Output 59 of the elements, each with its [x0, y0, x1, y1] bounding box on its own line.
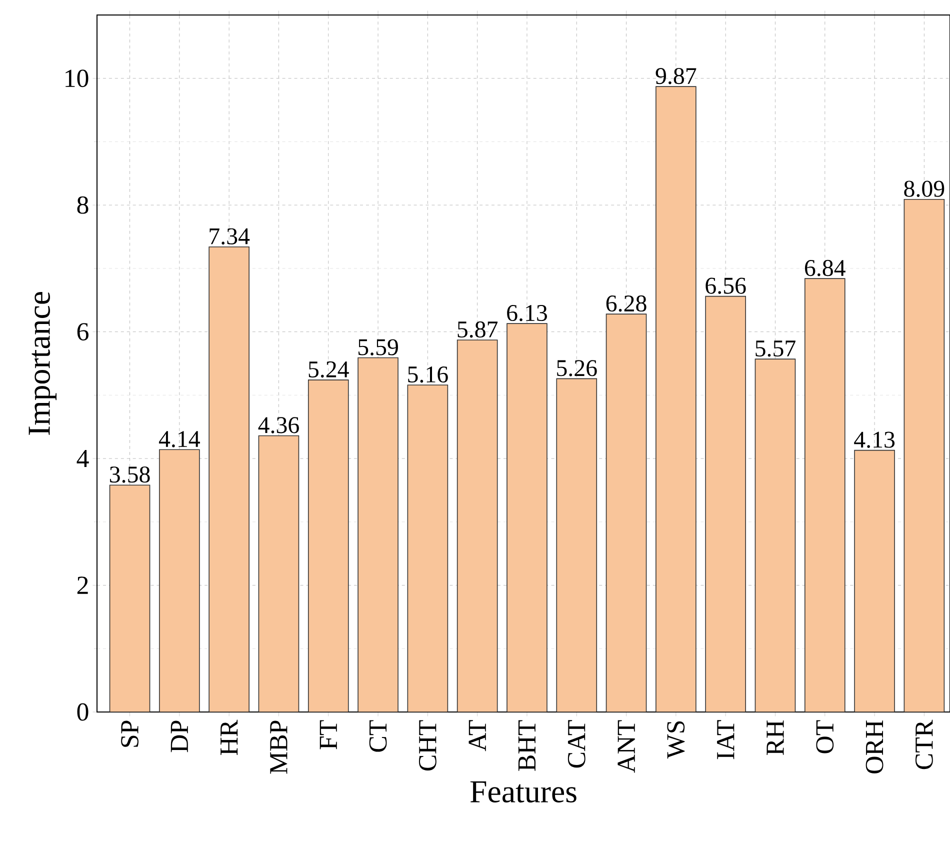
x-tick-label: RH	[766, 720, 784, 755]
bar	[308, 380, 349, 712]
data-label: 4.13	[854, 432, 895, 448]
y-tick-label: 10	[66, 70, 88, 88]
bar	[556, 378, 598, 712]
data-label: 6.56	[706, 278, 746, 294]
y-tick-label: 4	[76, 450, 89, 468]
x-tick-label: SP	[121, 720, 138, 747]
y-tick-label: 8	[77, 196, 88, 214]
bar	[705, 296, 746, 712]
x-tick-label: ORH	[866, 720, 884, 774]
data-label: 5.87	[458, 321, 498, 338]
x-tick-label: CT	[369, 720, 387, 752]
bar	[109, 484, 150, 712]
data-label: 6.13	[507, 304, 547, 322]
data-label: 6.28	[606, 295, 646, 312]
y-tick-label: 2	[77, 576, 88, 594]
x-tick-label: CTR	[915, 720, 933, 770]
x-tick-label: BHT	[518, 720, 536, 771]
bar	[854, 450, 895, 712]
x-tick-label: IAT	[717, 720, 734, 760]
bar	[904, 198, 945, 712]
x-tick-label: AT	[468, 720, 486, 752]
data-label: 3.58	[110, 466, 150, 483]
x-axis-title: Features	[470, 781, 576, 802]
data-label: 5.26	[557, 360, 597, 376]
y-tick-label: 6	[77, 323, 88, 340]
bar	[804, 278, 846, 712]
bar	[606, 314, 647, 712]
x-tick-label: WS	[667, 721, 685, 759]
data-label: 5.16	[408, 366, 448, 383]
x-tick-label: CAT	[568, 720, 586, 768]
x-tick-label: CHT	[418, 720, 436, 770]
bar	[506, 323, 548, 712]
bar	[358, 357, 398, 712]
bar	[754, 358, 796, 712]
x-tick-label: FT	[320, 720, 337, 750]
x-tick-label: MBP	[270, 720, 288, 774]
data-label: 9.87	[656, 68, 696, 84]
x-tick-label: DP	[170, 720, 188, 752]
data-label: 5.59	[358, 339, 398, 356]
bar	[208, 246, 250, 712]
bar	[456, 340, 498, 712]
x-tick-label: ANT	[618, 720, 635, 773]
bar	[656, 86, 696, 712]
data-label: 8.09	[904, 180, 944, 197]
data-label: 5.24	[308, 361, 349, 378]
x-tick-label: OT	[816, 720, 834, 754]
data-label: 5.57	[756, 340, 796, 357]
data-label: 4.14	[158, 431, 200, 448]
bar	[407, 384, 448, 712]
y-axis-title: Importance	[28, 292, 56, 435]
y-tick-label: 0	[77, 703, 88, 721]
bar	[258, 435, 300, 712]
data-label: 4.36	[258, 417, 299, 434]
data-label: 7.34	[210, 228, 250, 244]
x-tick-label: HR	[220, 720, 238, 755]
bar	[159, 449, 200, 712]
data-label: 6.84	[805, 260, 846, 276]
